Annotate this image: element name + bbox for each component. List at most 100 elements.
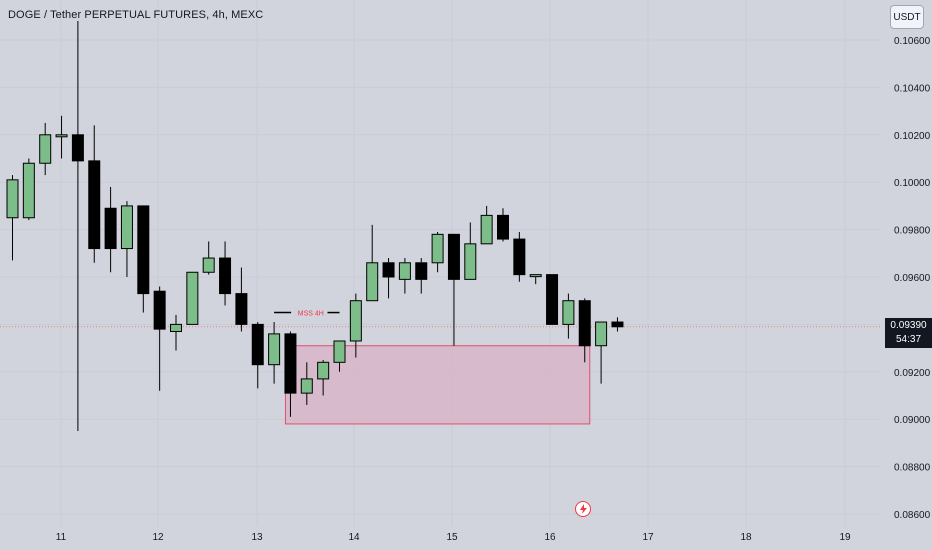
candle — [398, 258, 411, 294]
candle — [431, 231, 444, 273]
candle — [268, 322, 281, 384]
price-tick-label: 0.09600 — [894, 273, 931, 284]
candle-body-bull — [562, 300, 575, 325]
time-tick-label: 11 — [56, 532, 67, 543]
candle-body-bull — [39, 134, 52, 164]
candle — [39, 122, 52, 176]
time-tick-label: 15 — [446, 532, 458, 543]
price-tick-label: 0.10000 — [894, 178, 931, 189]
candle-body-bear — [447, 233, 460, 280]
candle — [546, 274, 559, 325]
candle — [513, 231, 526, 282]
candle-body-bull — [300, 378, 313, 394]
candle-body-bull — [480, 214, 493, 245]
lightning-icon[interactable] — [575, 501, 591, 517]
candle-body-bear — [104, 207, 117, 250]
zone-layer — [0, 326, 880, 425]
time-tick-label: 17 — [642, 532, 654, 543]
candle-body-bear — [415, 262, 428, 280]
candle-body-bear — [497, 214, 509, 240]
candle — [447, 233, 460, 346]
time-tick-label: 13 — [251, 532, 263, 543]
price-tick-label: 0.09800 — [894, 226, 931, 237]
candle — [120, 201, 133, 277]
candle — [284, 331, 297, 417]
candle-body-bear — [546, 274, 559, 325]
candle — [382, 258, 395, 299]
price-tick-label: 0.09000 — [894, 415, 931, 426]
candle — [595, 321, 608, 384]
candle-body-bull — [202, 257, 215, 273]
candles-layer — [6, 21, 624, 432]
candle — [251, 322, 264, 389]
candle-body-bear — [578, 300, 591, 347]
bar-countdown: 54:37 — [895, 334, 922, 345]
candle — [578, 298, 591, 363]
candle-body-bull — [366, 262, 379, 302]
candle-body-bull — [268, 333, 281, 366]
candle — [529, 274, 542, 285]
currency-button[interactable]: USDT — [890, 5, 924, 29]
demand-zone[interactable] — [284, 345, 591, 425]
candle-body-bear — [235, 293, 248, 325]
candle — [55, 115, 68, 159]
price-tick-label: 0.08800 — [894, 463, 931, 474]
candle-body-bull — [349, 300, 362, 342]
candle-body-bear — [284, 333, 297, 394]
candle — [300, 362, 313, 405]
candle-body-bull — [595, 321, 608, 347]
candle-body-bull — [170, 323, 182, 333]
candle — [104, 186, 117, 273]
candle — [464, 222, 477, 280]
candle-body-bear — [88, 160, 101, 250]
candle — [366, 224, 379, 302]
candle — [562, 293, 575, 339]
candle-body-bear — [513, 238, 526, 276]
price-tick-label: 0.10200 — [894, 131, 931, 142]
price-tick-label: 0.09200 — [894, 368, 931, 379]
time-tick-label: 16 — [544, 532, 556, 543]
candle-body-bear — [137, 205, 150, 295]
candle — [170, 314, 182, 351]
price-tick-label: 0.10400 — [894, 83, 931, 94]
candle-body-bull — [120, 205, 133, 250]
candle-body-bull — [333, 340, 346, 363]
candle — [186, 271, 199, 325]
time-axis: 11 12 13 14 15 16 17 18 19 — [56, 532, 851, 543]
candle — [22, 158, 35, 221]
candle — [71, 21, 84, 432]
mss-label: MSS 4H — [298, 311, 324, 318]
candle-body-bear — [219, 257, 232, 295]
candle-body-bull — [529, 274, 542, 278]
candle — [6, 175, 19, 261]
candle — [480, 205, 493, 245]
candle-body-bear — [153, 290, 166, 330]
time-tick-label: 18 — [740, 532, 752, 543]
candle-body-bull — [398, 262, 411, 280]
candle — [219, 241, 232, 306]
candle-body-bear — [71, 134, 84, 162]
price-tick-label: 0.08600 — [894, 510, 931, 521]
candle — [317, 359, 330, 396]
candle — [137, 205, 150, 313]
annotations-layer: MSS 4H — [274, 311, 340, 318]
time-tick-label: 12 — [152, 532, 164, 543]
time-tick-label: 19 — [839, 532, 851, 543]
last-price-value: 0.09390 — [890, 320, 927, 331]
candle-body-bear — [382, 262, 395, 278]
candle-body-bull — [317, 361, 330, 380]
time-tick-label: 14 — [348, 532, 360, 543]
chart-title: DOGE / Tether PERPETUAL FUTURES, 4h, MEX… — [8, 9, 264, 21]
candle-body-bear — [251, 323, 264, 366]
candle-body-bull — [55, 134, 68, 138]
candle-body-bull — [431, 233, 444, 264]
candle — [415, 258, 428, 294]
candle-body-bull — [186, 271, 199, 325]
candle — [333, 340, 346, 372]
candle-body-bull — [22, 162, 35, 219]
last-price-tag: 0.09390 54:37 — [885, 318, 932, 348]
candle — [235, 267, 248, 332]
candle-body-bear — [611, 321, 624, 328]
candle — [349, 293, 362, 358]
